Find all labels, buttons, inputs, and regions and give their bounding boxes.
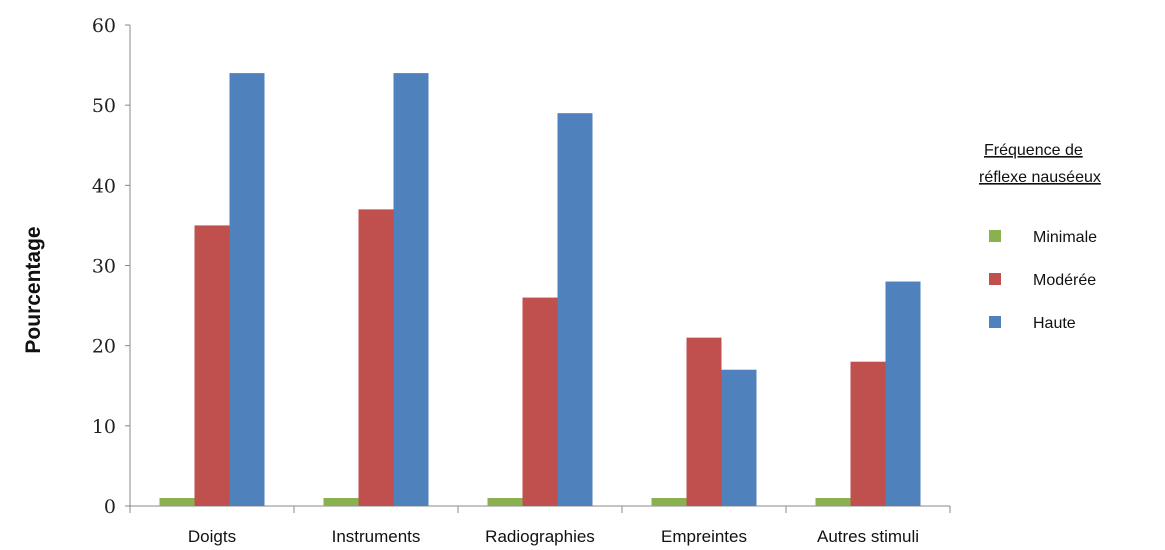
- legend-swatch: [989, 273, 1001, 285]
- bar-minimale-2: [324, 498, 359, 506]
- y-tick-label: 30: [92, 256, 116, 278]
- x-axis: Doigts Instruments Radiographies Empreintes…: [130, 506, 950, 546]
- bar-haute-5: [886, 282, 921, 506]
- y-tick-label: 40: [92, 175, 116, 197]
- bar-haute-1: [230, 73, 265, 506]
- x-tick-label: Empreintes: [661, 527, 747, 546]
- x-tick-label: Radiographies: [485, 527, 595, 546]
- bar-minimale-1: [160, 498, 195, 506]
- legend-title-line2: réflexe nauséeux: [979, 169, 1101, 186]
- legend-swatch: [989, 316, 1001, 328]
- legend-label: Minimale: [1033, 229, 1097, 246]
- y-axis: 0 10 20 30 40 50 60: [92, 15, 130, 518]
- legend-label: Haute: [1033, 315, 1076, 332]
- bar-minimale-5: [816, 498, 851, 506]
- y-axis-label: Pourcentage: [22, 226, 45, 353]
- bar-moderee-4: [687, 338, 722, 506]
- y-tick-label: 50: [92, 95, 116, 117]
- bar-moderee-1: [195, 225, 230, 506]
- legend: Fréquence de réflexe nauséeux Minimale Mo…: [979, 142, 1101, 332]
- bar-haute-4: [722, 370, 757, 506]
- bar-haute-3: [558, 113, 593, 506]
- y-tick-label: 0: [104, 496, 116, 518]
- bar-moderee-2: [359, 209, 394, 506]
- bar-haute-2: [394, 73, 429, 506]
- bar-minimale-4: [652, 498, 687, 506]
- legend-title-line1: Fréquence de: [984, 142, 1083, 159]
- x-tick-label: Autres stimuli: [817, 527, 919, 546]
- legend-label: Modérée: [1033, 272, 1096, 289]
- y-tick-label: 10: [92, 416, 116, 438]
- bars: [160, 73, 921, 506]
- y-tick-label: 60: [92, 15, 116, 37]
- x-tick-label: Instruments: [332, 527, 421, 546]
- bar-moderee-3: [523, 298, 558, 506]
- x-tick-label: Doigts: [188, 527, 236, 546]
- y-tick-label: 20: [92, 336, 116, 358]
- bar-moderee-5: [851, 362, 886, 506]
- bar-minimale-3: [488, 498, 523, 506]
- legend-swatch: [989, 230, 1001, 242]
